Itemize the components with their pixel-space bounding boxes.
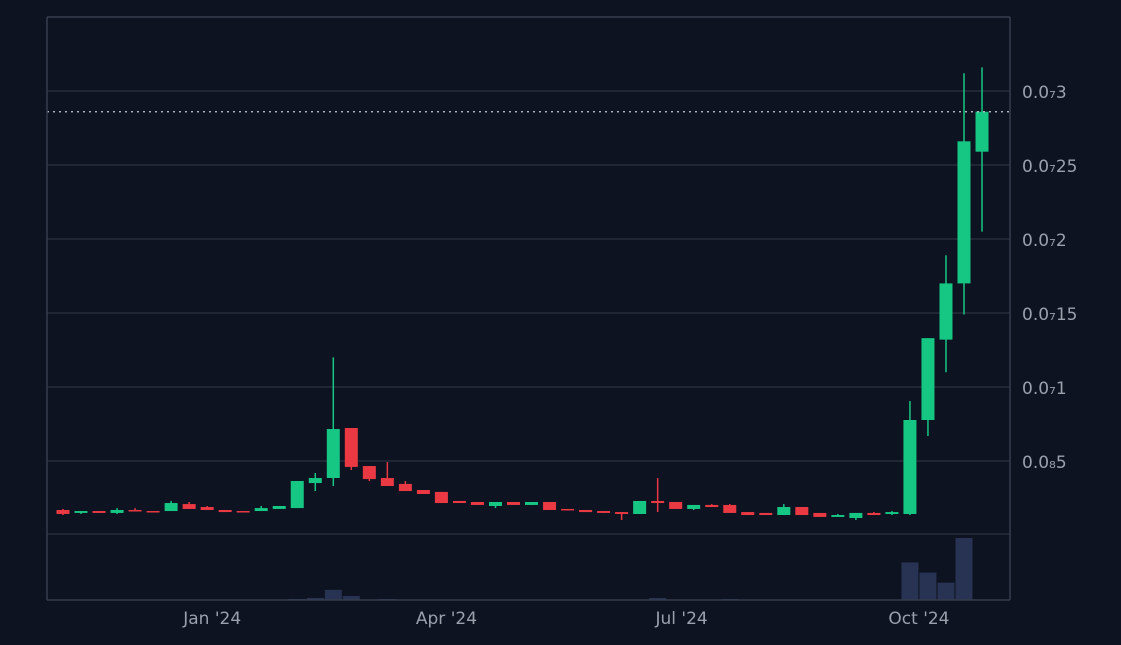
volume-bar [919, 572, 937, 600]
candle-body [669, 501, 683, 509]
candle-body [182, 504, 196, 509]
candle-body [813, 512, 827, 517]
y-tick-label: 0.0₇25 [1022, 157, 1077, 177]
candle-body [903, 420, 917, 514]
candle-body [146, 511, 160, 513]
candle-body [398, 483, 412, 492]
candle-body [507, 501, 520, 505]
y-tick-label: 0.0₇1 [1022, 379, 1067, 399]
candle-body [615, 512, 629, 514]
volume-bar [306, 597, 324, 600]
volume-bar [342, 595, 360, 600]
candle-body [200, 507, 214, 510]
candle-body [254, 508, 268, 512]
candle-body [579, 509, 593, 513]
candle-body [939, 283, 953, 340]
candle-body [110, 509, 124, 513]
candle-body [795, 507, 809, 516]
candle-body [705, 504, 719, 508]
candle-body [957, 141, 971, 284]
candle-body [326, 429, 340, 479]
x-tick-label: Oct '24 [888, 609, 949, 629]
candle-body [308, 478, 322, 484]
candle-body [741, 512, 755, 516]
candle-body [164, 503, 178, 512]
candle-body [633, 500, 647, 514]
candle-body [543, 501, 557, 510]
y-tick-label: 0.0₈5 [1022, 453, 1067, 473]
candle-body [831, 515, 845, 517]
candle-body [452, 500, 466, 504]
candle-body [74, 511, 88, 513]
candle-body [867, 512, 881, 516]
marks-layer [47, 67, 1010, 600]
candle-body [921, 338, 935, 421]
candle-body [56, 509, 70, 514]
x-tick-label: Jan '24 [182, 609, 241, 629]
candle-body [849, 512, 863, 518]
volume-bar [937, 582, 955, 600]
volume-bar [324, 589, 342, 600]
candle-body [128, 509, 142, 512]
x-tick-label: Apr '24 [416, 609, 477, 629]
candle-body [885, 512, 899, 514]
candle-body [434, 491, 448, 504]
y-tick-label: 0.0₇2 [1022, 231, 1067, 251]
y-tick-label: 0.0₇3 [1022, 83, 1067, 103]
candle-body [344, 427, 358, 467]
candle-body [272, 505, 286, 509]
candle-body [651, 500, 665, 504]
candle-body [597, 511, 611, 513]
grid-layer [47, 90, 1010, 462]
labels-layer: 0.0₈5 0.0₇1 0.0₇15 0.0₇2 0.0₇25 0.0₇3 Jan '24 A… [182, 83, 1077, 629]
volume-bar [649, 597, 667, 600]
candle-body [525, 501, 539, 505]
candle-body [470, 501, 484, 505]
candle-body [416, 490, 430, 495]
y-tick-label: 0.0₇15 [1022, 305, 1077, 325]
x-tick-label: Jul '24 [655, 609, 708, 629]
candle-body [362, 466, 376, 480]
candle-body [380, 478, 394, 487]
candle-body [218, 509, 232, 513]
candle-body [759, 512, 773, 516]
candle-body [687, 504, 701, 509]
candle-body [723, 504, 737, 513]
candle-body [92, 511, 106, 513]
candle-body [488, 501, 502, 506]
frame [46, 16, 1011, 601]
candle-body [236, 511, 250, 513]
candle-body [777, 507, 791, 516]
candle-body [290, 480, 304, 509]
volume-bar [901, 562, 919, 600]
candle-body [975, 111, 989, 152]
volume-bar [955, 538, 973, 600]
candle-body [561, 508, 575, 511]
